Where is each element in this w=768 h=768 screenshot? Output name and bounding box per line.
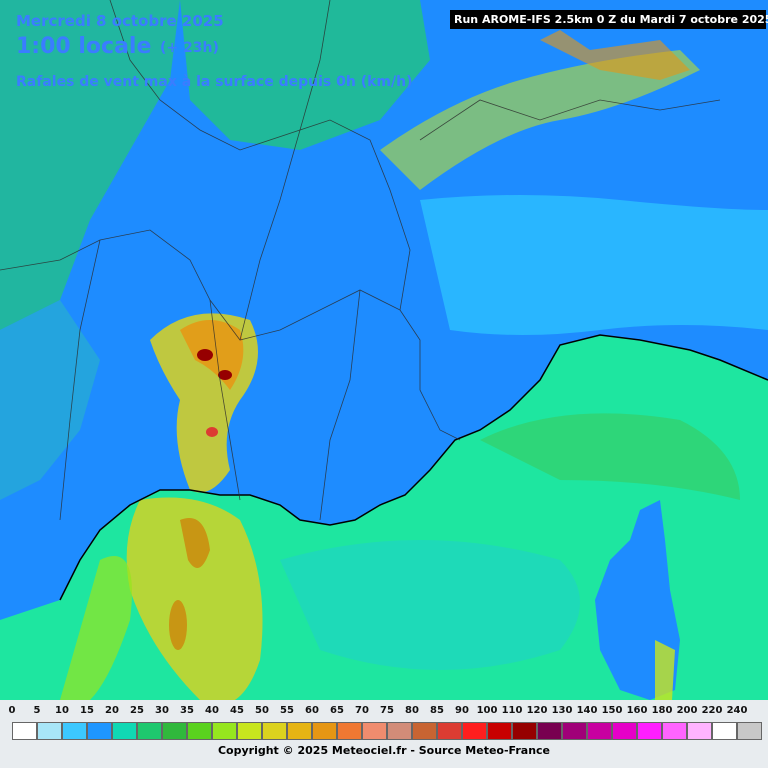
legend-swatch bbox=[412, 722, 437, 740]
legend-swatches bbox=[12, 722, 762, 740]
legend-swatch bbox=[687, 722, 712, 740]
legend-swatch bbox=[462, 722, 487, 740]
legend-tick-label: 25 bbox=[130, 705, 144, 716]
legend-tick-label: 240 bbox=[726, 705, 748, 716]
legend-swatch bbox=[87, 722, 112, 740]
legend-swatch bbox=[62, 722, 87, 740]
legend-swatch bbox=[137, 722, 162, 740]
legend-tick-label: 55 bbox=[280, 705, 294, 716]
legend-tick-label: 50 bbox=[255, 705, 269, 716]
legend-swatch bbox=[587, 722, 612, 740]
legend-swatch bbox=[287, 722, 312, 740]
border-lines bbox=[0, 0, 721, 521]
legend-tick-label: 150 bbox=[601, 705, 623, 716]
legend-tick-label: 160 bbox=[626, 705, 648, 716]
legend-swatch bbox=[187, 722, 212, 740]
legend-tick-label: 40 bbox=[205, 705, 219, 716]
legend-tick-label: 130 bbox=[551, 705, 573, 716]
legend-swatch bbox=[537, 722, 562, 740]
legend-tick-label: 200 bbox=[676, 705, 698, 716]
legend-swatch bbox=[562, 722, 587, 740]
run-label: Run AROME-IFS 2.5km 0 Z du Mardi 7 octob… bbox=[450, 10, 768, 29]
legend-swatch bbox=[162, 722, 187, 740]
legend-swatch bbox=[12, 722, 37, 740]
legend-tick-label: 100 bbox=[476, 705, 498, 716]
legend-tick-label: 35 bbox=[180, 705, 194, 716]
legend-tick-label: 180 bbox=[651, 705, 673, 716]
legend-tick-label: 70 bbox=[355, 705, 369, 716]
legend-swatch bbox=[487, 722, 512, 740]
legend-swatch bbox=[262, 722, 287, 740]
forecast-time: 1:00 locale bbox=[16, 34, 152, 59]
legend-swatch bbox=[37, 722, 62, 740]
legend-tick-label: 0 bbox=[8, 705, 16, 716]
legend-tick-label: 5 bbox=[33, 705, 41, 716]
map-description: Rafales de vent max à la surface depuis … bbox=[16, 74, 413, 90]
copyright-text: Copyright © 2025 Meteociel.fr - Source M… bbox=[217, 744, 551, 757]
legend-swatch bbox=[212, 722, 237, 740]
legend-tick-label: 85 bbox=[430, 705, 444, 716]
legend-swatch bbox=[362, 722, 387, 740]
legend-swatch bbox=[637, 722, 662, 740]
legend-tick-label: 45 bbox=[230, 705, 244, 716]
legend-tick-label: 90 bbox=[455, 705, 469, 716]
legend-tick-label: 60 bbox=[305, 705, 319, 716]
legend-tick-label: 65 bbox=[330, 705, 344, 716]
legend-tick-label: 110 bbox=[501, 705, 523, 716]
coastline bbox=[59, 334, 768, 601]
legend-tick-label: 30 bbox=[155, 705, 169, 716]
legend-swatch bbox=[112, 722, 137, 740]
forecast-date: Mercredi 8 octobre 2025 bbox=[16, 12, 224, 30]
legend-tick-label: 140 bbox=[576, 705, 598, 716]
legend-swatch bbox=[387, 722, 412, 740]
legend-tick-label: 75 bbox=[380, 705, 394, 716]
legend-swatch bbox=[512, 722, 537, 740]
legend-tick-label: 10 bbox=[55, 705, 69, 716]
legend-swatch bbox=[662, 722, 687, 740]
legend-swatch bbox=[337, 722, 362, 740]
legend-swatch bbox=[237, 722, 262, 740]
legend-swatch bbox=[437, 722, 462, 740]
legend-swatch bbox=[737, 722, 762, 740]
legend-ticks: 0 5 10 15 20 25 30 35 40 45 50 55 60 65 70 75 80 85 90 100 1… bbox=[0, 705, 768, 719]
legend-swatch bbox=[312, 722, 337, 740]
legend-tick-label: 20 bbox=[105, 705, 119, 716]
legend-swatch bbox=[612, 722, 637, 740]
legend-tick-label: 120 bbox=[526, 705, 548, 716]
legend-tick-label: 220 bbox=[701, 705, 723, 716]
legend-tick-label: 15 bbox=[80, 705, 94, 716]
legend-swatch bbox=[712, 722, 737, 740]
forecast-offset: (+ 23h) bbox=[160, 40, 219, 56]
legend-tick-label: 80 bbox=[405, 705, 419, 716]
